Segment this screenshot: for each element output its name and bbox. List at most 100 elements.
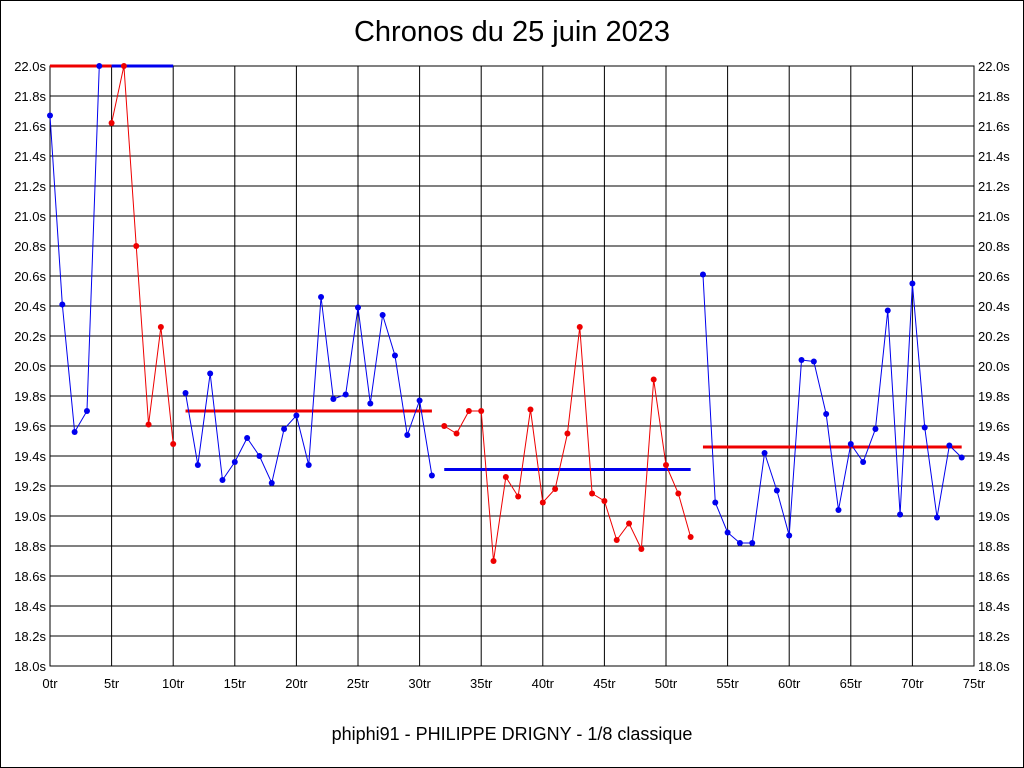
x-tick-label: 50tr [655, 676, 678, 691]
data-point [428, 472, 435, 479]
data-point [798, 357, 805, 363]
plot-border [49, 65, 975, 667]
y-tick-label-right: 18.8s [978, 539, 1010, 554]
x-tick-label: 75tr [963, 676, 986, 691]
data-point [231, 459, 238, 465]
data-point [675, 490, 682, 497]
y-tick-label-right: 21.6s [978, 119, 1010, 134]
data-point [909, 280, 916, 287]
data-point [613, 537, 620, 543]
series-line [702, 274, 963, 544]
y-tick-label-left: 21.8s [14, 89, 46, 104]
data-point [379, 312, 386, 318]
y-tick-label-left: 18.4s [14, 599, 46, 614]
y-tick-label-left: 19.8s [14, 389, 46, 404]
y-tick-label-right: 18.6s [978, 569, 1010, 584]
x-tick-label: 20tr [285, 676, 308, 691]
data-point [219, 477, 226, 483]
y-tick-label-right: 19.4s [978, 449, 1010, 464]
y-tick-label-left: 19.6s [14, 419, 46, 434]
y-tick-label-left: 22.0s [14, 59, 46, 74]
data-point [589, 490, 596, 497]
data-point [650, 376, 657, 383]
y-tick-label-left: 21.4s [14, 149, 46, 164]
y-tick-label-right: 20.4s [978, 299, 1010, 314]
data-point [416, 397, 423, 404]
data-point [884, 307, 891, 314]
data-point [194, 462, 201, 468]
y-tick-label-right: 18.0s [978, 659, 1010, 674]
data-point [170, 441, 177, 447]
data-point [391, 352, 398, 359]
data-point [810, 358, 817, 365]
data-point [552, 486, 559, 492]
y-tick-label-left: 18.8s [14, 539, 46, 554]
y-tick-label-left: 20.2s [14, 329, 46, 344]
y-tick-label-left: 20.8s [14, 239, 46, 254]
x-tick-label: 0tr [42, 676, 58, 691]
data-point [626, 520, 633, 527]
data-point [527, 406, 534, 413]
data-point [823, 411, 830, 417]
data-point [453, 430, 460, 437]
data-point [268, 480, 275, 486]
y-tick-label-right: 18.4s [978, 599, 1010, 614]
data-point [872, 426, 879, 432]
y-tick-label-right: 20.8s [978, 239, 1010, 254]
data-point [847, 441, 854, 447]
y-tick-label-right: 22.0s [978, 59, 1010, 74]
x-tick-label: 55tr [716, 676, 739, 691]
data-point [897, 511, 904, 518]
y-tick-label-left: 18.2s [14, 629, 46, 644]
data-point [576, 324, 583, 330]
data-point [860, 459, 867, 465]
y-tick-label-left: 21.6s [14, 119, 46, 134]
data-point [638, 546, 645, 552]
y-tick-label-right: 21.0s [978, 209, 1010, 224]
y-tick-label-left: 21.2s [14, 179, 46, 194]
data-point [59, 301, 66, 308]
data-point [699, 271, 706, 278]
data-point [921, 424, 928, 431]
data-point [663, 462, 669, 468]
data-point [736, 540, 743, 546]
data-point [539, 499, 546, 506]
x-tick-label: 10tr [162, 676, 185, 691]
series-line [111, 65, 174, 445]
y-tick-label-right: 19.8s [978, 389, 1010, 404]
data-point [946, 442, 953, 449]
data-point [404, 432, 411, 438]
x-tick-label: 30tr [408, 676, 431, 691]
data-point [355, 304, 361, 311]
series-line [49, 65, 100, 434]
data-point [687, 534, 694, 540]
data-point [256, 453, 263, 459]
y-tick-label-left: 21.0s [14, 209, 46, 224]
chart-footer: phiphi91 - PHILIPPE DRIGNY - 1/8 classiq… [331, 724, 693, 744]
data-point [182, 390, 189, 396]
data-point [281, 426, 288, 432]
y-tick-label-right: 20.2s [978, 329, 1010, 344]
data-point [502, 474, 509, 480]
data-point [244, 435, 251, 441]
x-tick-label: 70tr [901, 676, 924, 691]
y-tick-label-left: 19.2s [14, 479, 46, 494]
data-point [564, 430, 571, 437]
y-tick-label-right: 21.8s [978, 89, 1010, 104]
chart-title: Chronos du 25 juin 2023 [353, 16, 670, 48]
data-point [490, 558, 497, 564]
x-tick-label: 65tr [840, 676, 863, 691]
data-point [761, 450, 768, 456]
y-tick-label-left: 19.4s [14, 449, 46, 464]
data-point [47, 112, 53, 119]
data-point [958, 454, 965, 461]
x-tick-label: 60tr [778, 676, 801, 691]
y-tick-label-right: 21.2s [978, 179, 1010, 194]
data-point [773, 487, 780, 494]
data-point [367, 400, 374, 407]
x-tick-label: 5tr [104, 676, 120, 691]
x-tick-label: 35tr [470, 676, 493, 691]
y-tick-label-right: 18.2s [978, 629, 1010, 644]
